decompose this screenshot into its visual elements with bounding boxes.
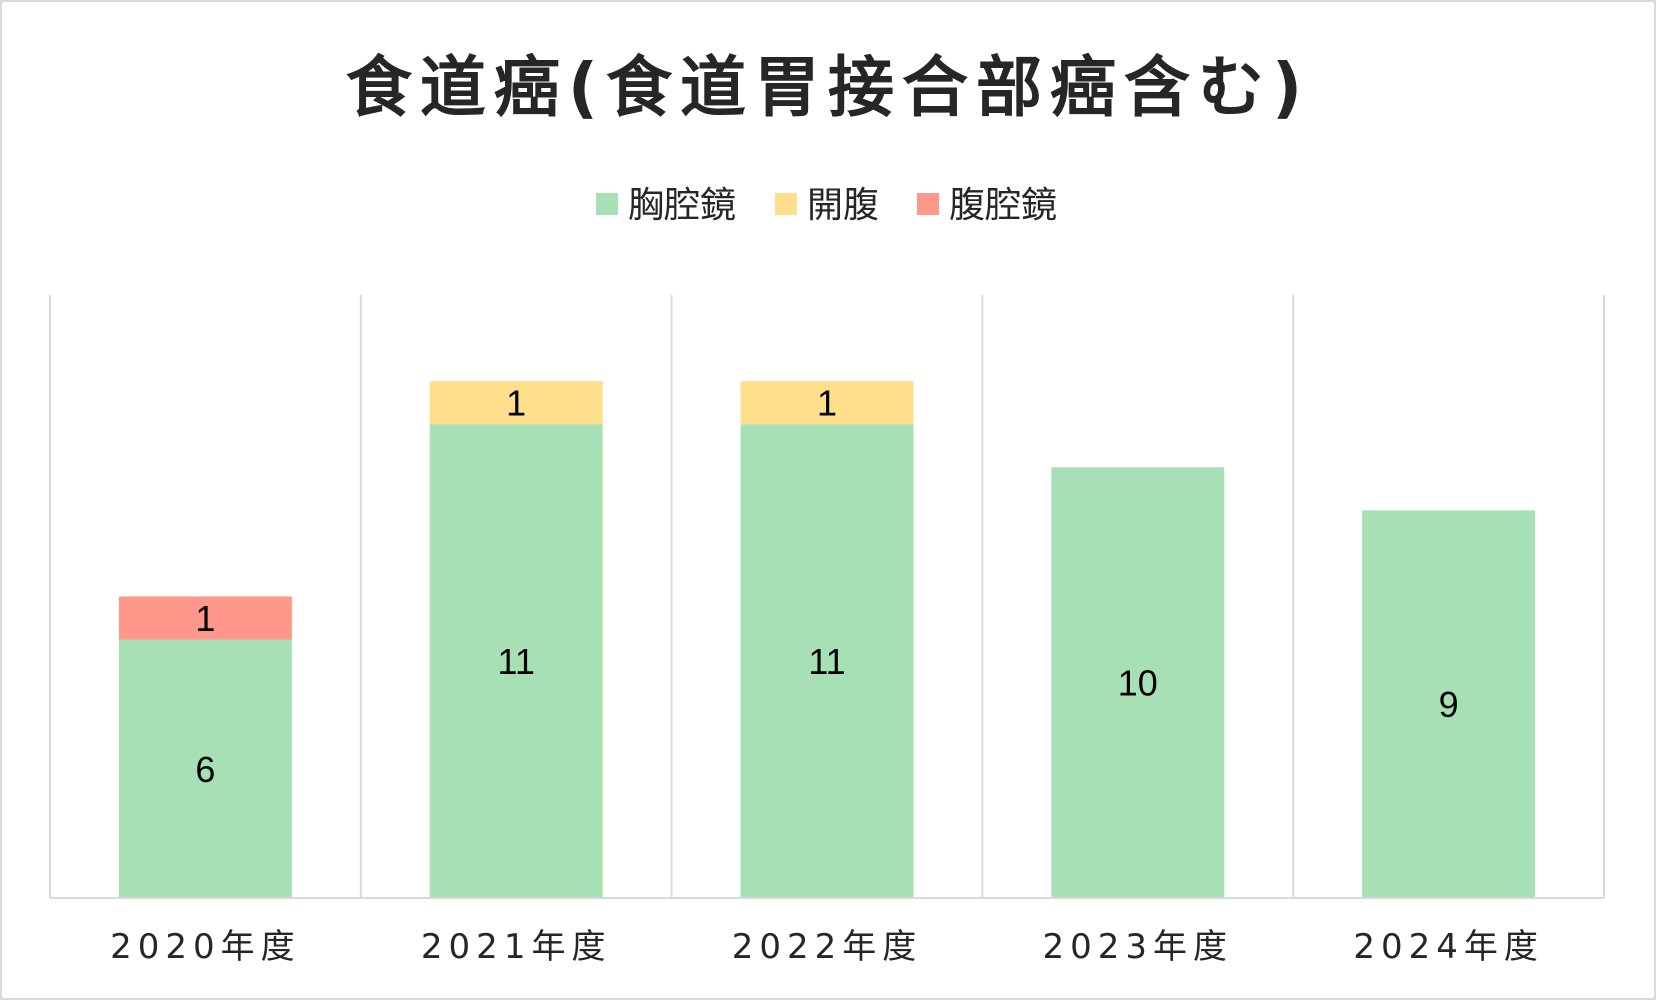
x-tick-label: 2021年度 <box>421 927 612 967</box>
legend-label: 開腹 <box>807 185 879 226</box>
data-label: 9 <box>1439 684 1459 725</box>
bar-segment-開腹 <box>740 381 914 425</box>
x-tick-label: 2020年度 <box>110 927 301 967</box>
bar-segment-胸腔鏡 <box>1362 510 1536 898</box>
legend-label: 腹腔鏡 <box>949 185 1057 226</box>
x-tick-label: 2024年度 <box>1353 927 1544 967</box>
chart-title: 食道癌(食道胃接合部癌含む) <box>346 49 1310 126</box>
legend-swatch <box>775 193 797 215</box>
data-label: 6 <box>195 749 215 790</box>
bar-segment-胸腔鏡 <box>429 424 603 898</box>
data-label: 11 <box>808 641 845 682</box>
bar-segment-胸腔鏡 <box>740 424 914 898</box>
category-separators <box>49 295 1605 898</box>
bars <box>118 381 1536 898</box>
data-label: 1 <box>195 598 215 639</box>
data-label: 1 <box>817 383 837 424</box>
bar-segment-開腹 <box>429 381 603 425</box>
x-tick-label: 2022年度 <box>732 927 923 967</box>
x-axis-tick-labels: 2020年度 2021年度 2022年度 2023年度 2024年度 <box>110 927 1544 967</box>
bar-segment-腹腔鏡 <box>118 596 292 640</box>
legend-label: 胸腔鏡 <box>628 185 736 226</box>
data-label: 11 <box>498 641 535 682</box>
bar-segment-胸腔鏡 <box>1051 467 1225 898</box>
bar-segment-胸腔鏡 <box>118 639 292 898</box>
legend-swatch <box>596 193 618 215</box>
x-tick-label: 2023年度 <box>1043 927 1234 967</box>
legend: 胸腔鏡 開腹 腹腔鏡 <box>596 185 1057 226</box>
data-label: 10 <box>1118 663 1158 704</box>
data-label: 1 <box>506 383 526 424</box>
legend-swatch <box>917 193 939 215</box>
